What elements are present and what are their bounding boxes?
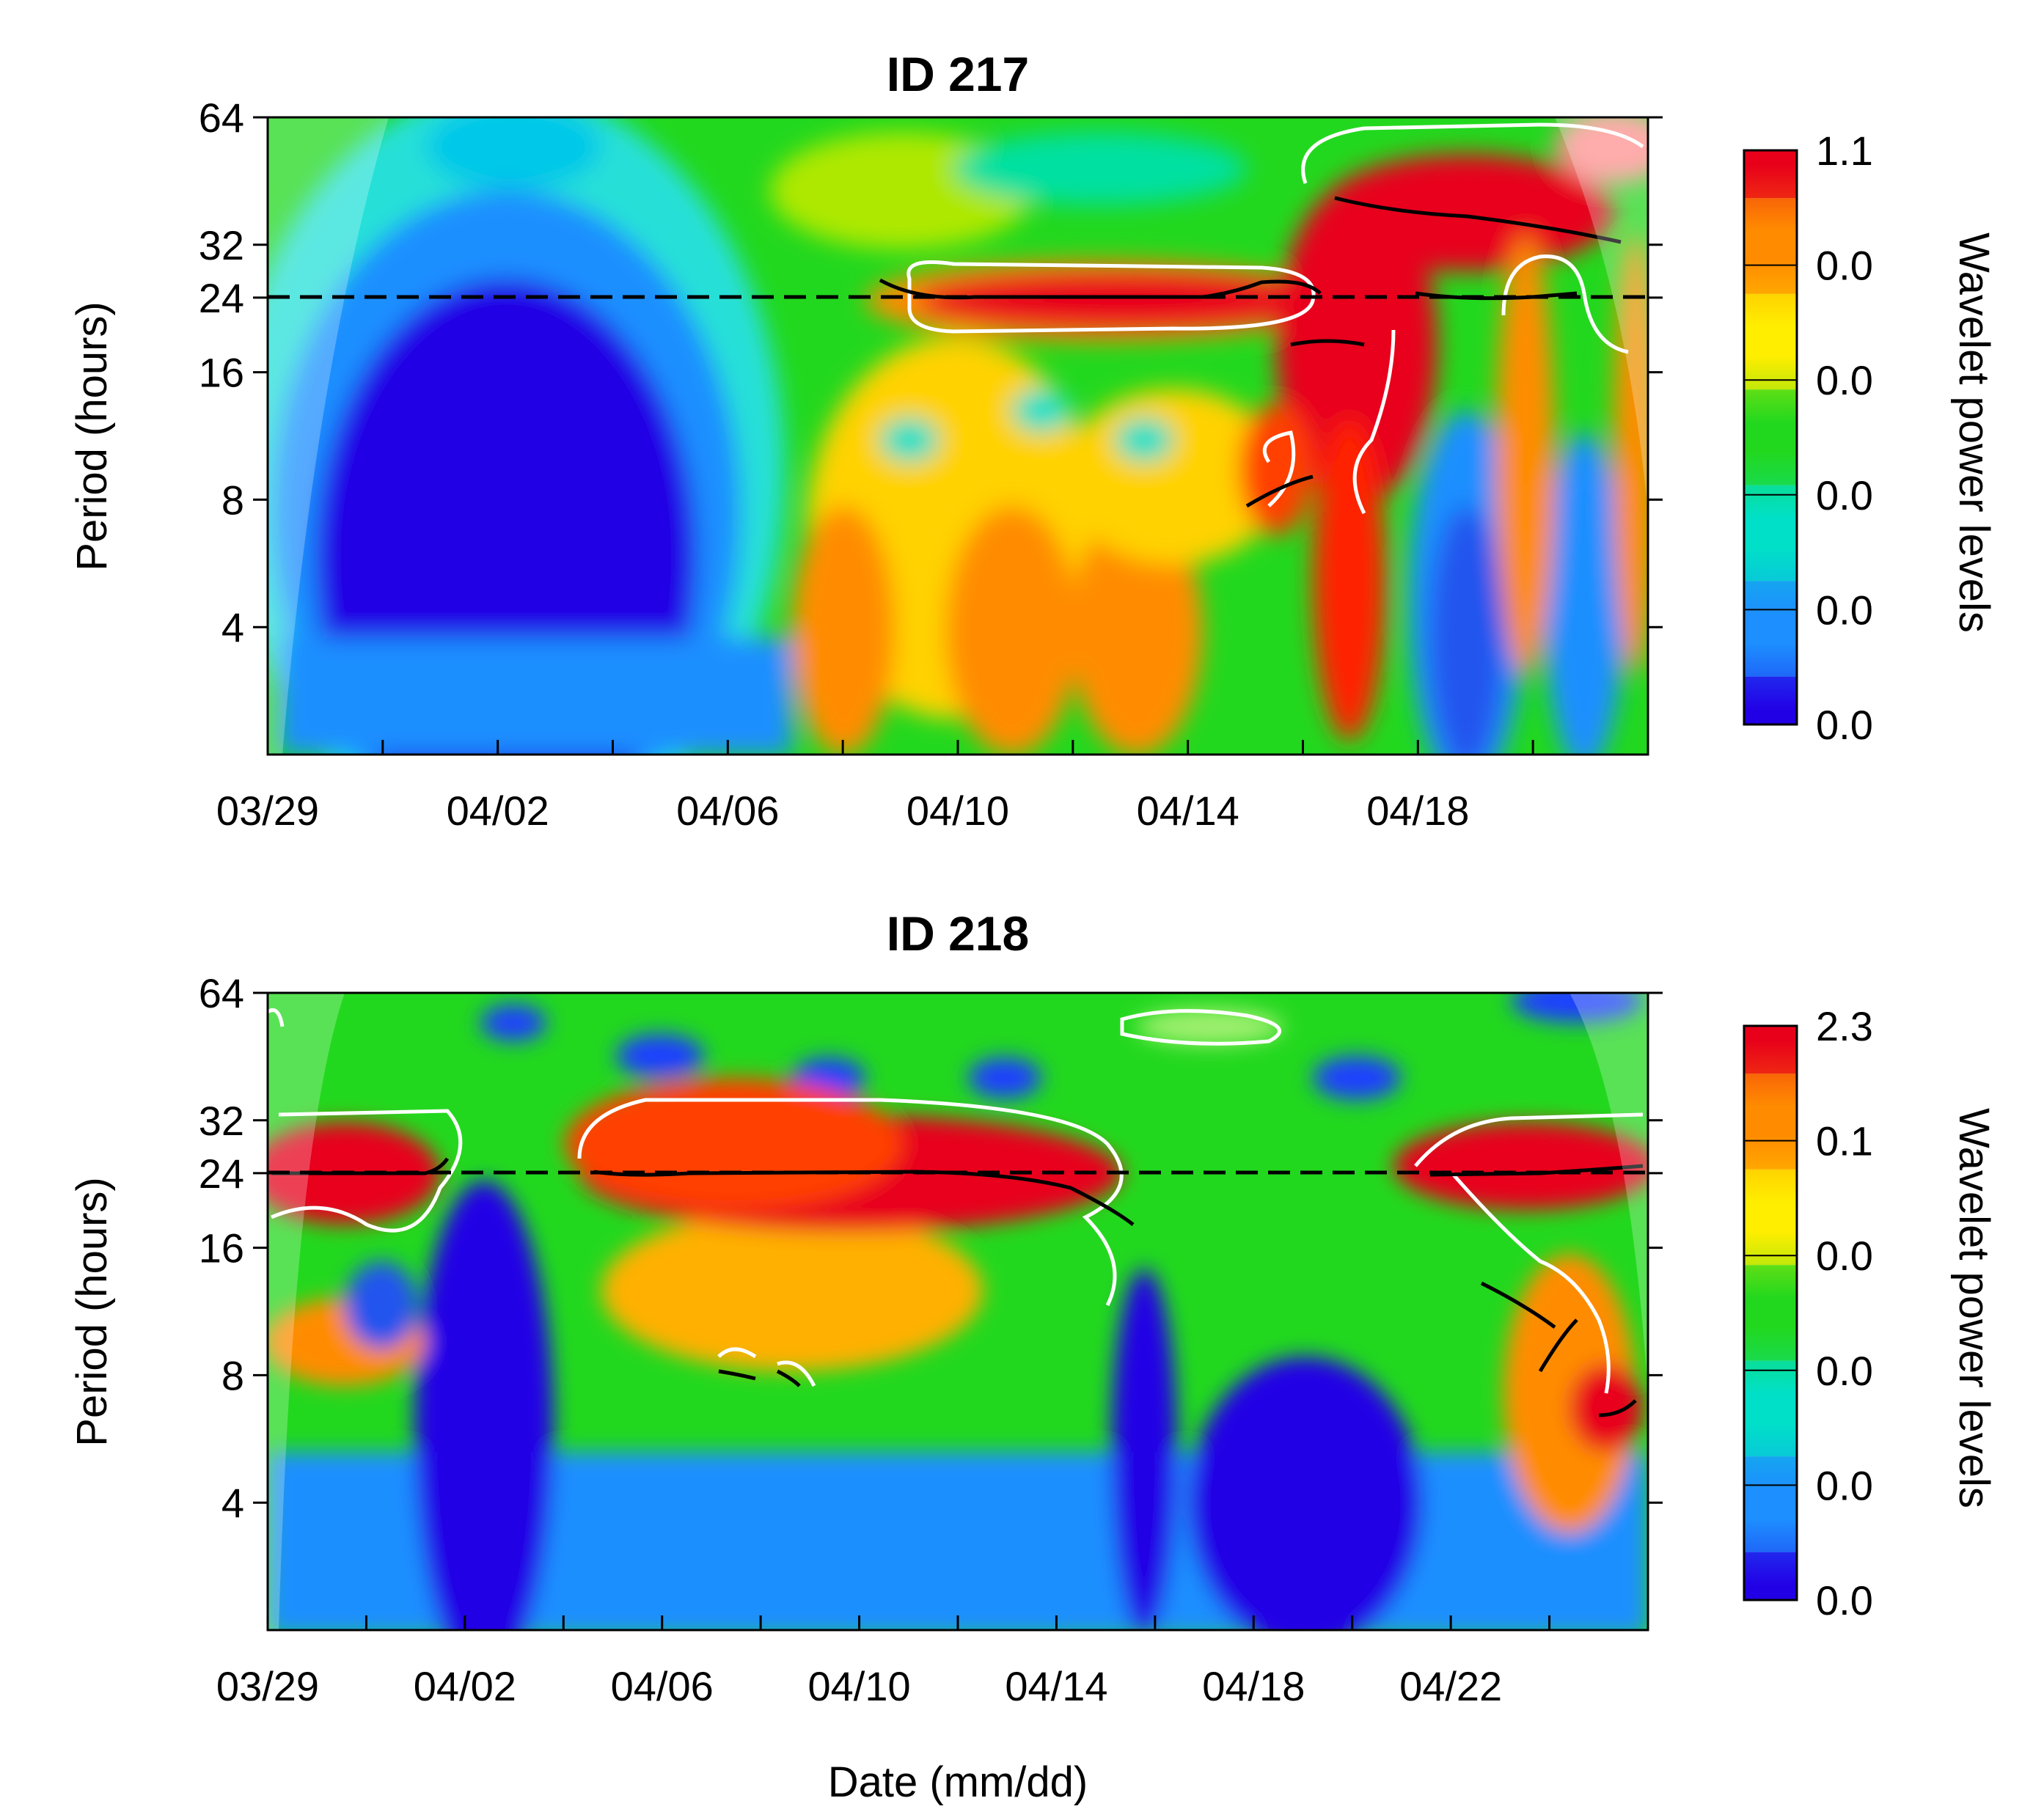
colorbar-blend xyxy=(1744,1231,1797,1299)
colorbar-blend xyxy=(1744,260,1797,328)
colorbar-blend xyxy=(1744,452,1797,519)
colorbar: 1.1 0.0 0.0 0.0 0.0 0.0 xyxy=(1743,128,1873,748)
y-axis: 4 8 16 24 32 64 xyxy=(199,95,1663,650)
x-tick-label: 04/22 xyxy=(1399,1663,1502,1709)
colorbar-level-label: 1.1 xyxy=(1816,128,1873,174)
colorbar-level-label: 0.0 xyxy=(1816,357,1873,403)
y-tick-label: 4 xyxy=(221,1480,244,1526)
x-tick-label: 04/06 xyxy=(611,1663,714,1709)
y-tick-label: 24 xyxy=(199,1151,244,1197)
x-tick-label: 04/10 xyxy=(808,1663,911,1709)
colorbar-blend xyxy=(1744,1423,1797,1490)
colorbar-level-label: 0.0 xyxy=(1816,1577,1873,1623)
wavelet-heatmap xyxy=(268,117,1648,755)
y-tick-label: 64 xyxy=(199,95,244,141)
colorbar-blend xyxy=(1744,1519,1797,1586)
colorbar-level-label: 0.0 xyxy=(1816,587,1873,633)
x-tick-label: 04/14 xyxy=(1005,1663,1107,1709)
colorbar-level-label: 0.0 xyxy=(1816,1348,1873,1394)
colorbar-blend xyxy=(1744,643,1797,711)
y-tick-label: 24 xyxy=(199,275,244,321)
x-tick-label: 04/10 xyxy=(906,788,1009,834)
colorbar-label: Wavelet power levels xyxy=(1950,1108,1998,1508)
x-tick-label: 04/18 xyxy=(1366,788,1469,834)
colorbar-blend xyxy=(1744,547,1797,614)
colorbar-blend xyxy=(1744,356,1797,423)
panel-id-217: ID 217 xyxy=(68,47,1998,834)
colorbar-level-label: 0.1 xyxy=(1816,1118,1873,1164)
colorbar-level-label: 0.0 xyxy=(1816,472,1873,518)
x-tick-label: 04/02 xyxy=(414,1663,516,1709)
colorbar-level-label: 0.0 xyxy=(1816,702,1873,748)
chart-title: ID 217 xyxy=(887,47,1029,101)
chart-title: ID 218 xyxy=(887,906,1029,961)
x-tick-label: 04/14 xyxy=(1137,788,1239,834)
y-tick-label: 64 xyxy=(199,970,244,1016)
colorbar-blend xyxy=(1744,164,1797,232)
y-axis-label: Period (hours) xyxy=(68,301,116,570)
panel-id-218: ID 218 xyxy=(68,906,1998,1709)
x-axis: 03/29 04/02 04/06 04/10 04/14 04/18 04/22 xyxy=(216,1615,1649,1709)
colorbar-level-label: 0.0 xyxy=(1816,1233,1873,1279)
x-tick-label: 04/18 xyxy=(1202,1663,1305,1709)
colorbar-level-label: 0.0 xyxy=(1816,243,1873,289)
y-tick-label: 32 xyxy=(199,222,244,268)
colorbar-label: Wavelet power levels xyxy=(1950,232,1998,633)
y-axis: 4 8 16 24 32 64 xyxy=(199,970,1663,1526)
x-tick-label: 03/29 xyxy=(216,788,319,834)
colorbar-blend xyxy=(1744,1136,1797,1203)
x-tick-label: 04/02 xyxy=(447,788,549,834)
x-axis: 03/29 04/02 04/06 04/10 04/14 04/18 xyxy=(216,740,1649,834)
colorbar: 2.3 0.1 0.0 0.0 0.0 0.0 xyxy=(1743,1003,1873,1623)
x-tick-label: 04/06 xyxy=(676,788,779,834)
colorbar-level-label: 0.0 xyxy=(1816,1462,1873,1508)
colorbar-blend xyxy=(1744,1040,1797,1107)
y-tick-label: 16 xyxy=(199,350,244,396)
y-tick-label: 4 xyxy=(221,604,244,650)
wavelet-heatmap xyxy=(268,993,1648,1630)
colorbar-level-label: 2.3 xyxy=(1816,1003,1873,1049)
y-axis-label: Period (hours) xyxy=(68,1177,116,1446)
y-tick-label: 8 xyxy=(221,1352,244,1398)
y-tick-label: 32 xyxy=(199,1098,244,1144)
x-tick-label: 03/29 xyxy=(216,1663,319,1709)
x-axis-label: Date (mm/dd) xyxy=(828,1758,1088,1806)
y-tick-label: 16 xyxy=(199,1225,244,1272)
y-tick-label: 8 xyxy=(221,477,244,523)
colorbar-blend xyxy=(1744,1327,1797,1395)
